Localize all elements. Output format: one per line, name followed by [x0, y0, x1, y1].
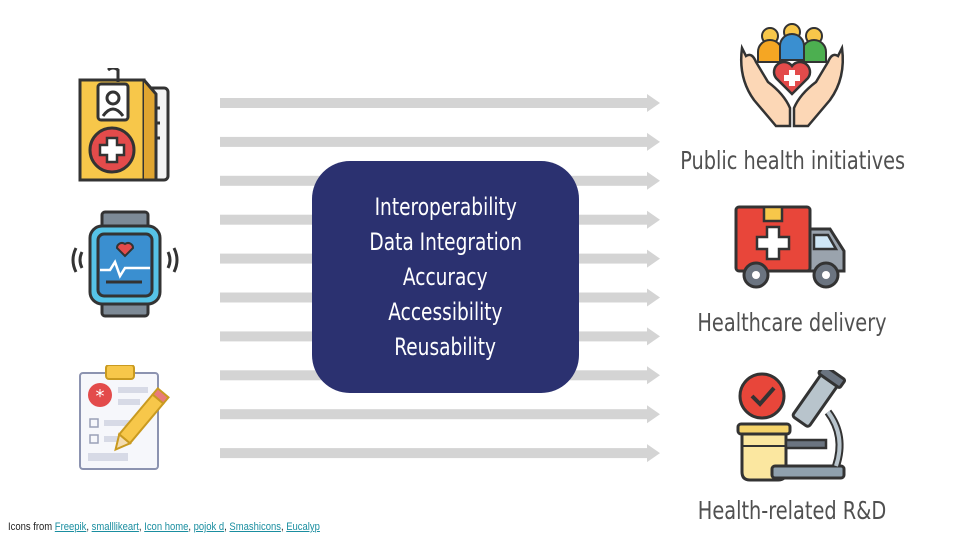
- smartwatch-heart-monitor-icon: [70, 210, 180, 325]
- ambulance-truck-icon: [734, 205, 850, 296]
- hands-community-heart-icon: [736, 22, 848, 137]
- flow-arrow-head: [647, 327, 660, 346]
- flow-arrow-head: [647, 132, 660, 151]
- quality-item-interoperability: Interoperability: [374, 192, 517, 221]
- flow-arrow-head: [647, 405, 660, 424]
- quality-item-accuracy: Accuracy: [403, 262, 488, 291]
- credit-link-smalllikeart[interactable]: smalllikeart: [91, 521, 139, 533]
- flow-arrow-head: [647, 249, 660, 268]
- clipboard-form-pencil-icon: *: [78, 364, 188, 478]
- medical-record-folder-icon: [76, 66, 172, 189]
- data-quality-box: Interoperability Data Integration Accura…: [312, 161, 579, 393]
- credits-prefix: Icons from: [8, 521, 53, 533]
- quality-item-reusability: Reusability: [394, 332, 497, 361]
- credit-link-icon-home[interactable]: Icon home: [144, 521, 189, 533]
- microscope-lab-icon: [736, 364, 852, 487]
- credit-link-pojok-d[interactable]: pojok d: [193, 521, 225, 533]
- quality-item-data-integration: Data Integration: [369, 227, 522, 256]
- outcome-label-public-health: Public health initiatives: [680, 146, 906, 175]
- flow-arrow-head: [647, 288, 660, 307]
- flow-arrow-head: [647, 444, 660, 463]
- credit-link-eucalyp[interactable]: Eucalyp: [286, 521, 320, 533]
- flow-arrow-shaft: [220, 98, 648, 108]
- flow-arrow-head: [647, 210, 660, 229]
- flow-arrow-head: [647, 171, 660, 190]
- outcome-label-health-rnd: Health-related R&D: [697, 496, 887, 525]
- flow-arrow-shaft: [220, 409, 648, 420]
- quality-item-accessibility: Accessibility: [388, 297, 503, 326]
- credit-link-smashicons[interactable]: Smashicons: [229, 521, 281, 533]
- flow-arrow-shaft: [220, 448, 648, 459]
- icon-credits: Icons from Freepik, smalllikeart, Icon h…: [8, 521, 320, 533]
- svg-text:*: *: [96, 386, 105, 407]
- flow-arrow-head: [647, 94, 660, 112]
- flow-arrow-shaft: [220, 136, 648, 147]
- flow-arrow-head: [647, 366, 660, 385]
- credit-link-freepik[interactable]: Freepik: [54, 521, 87, 533]
- outcome-label-healthcare-delivery: Healthcare delivery: [697, 308, 887, 337]
